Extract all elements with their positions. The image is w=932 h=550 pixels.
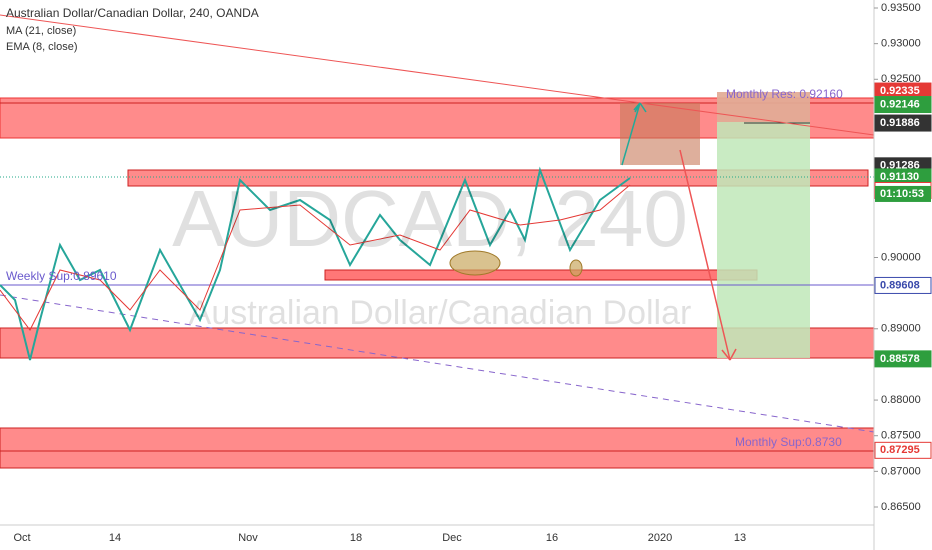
ma-line: [0, 184, 631, 331]
watermark-name: Australian Dollar/Canadian Dollar: [189, 294, 692, 332]
symbol: Australian Dollar/Canadian Dollar, 240, …: [6, 6, 259, 20]
price-tag: [874, 441, 932, 459]
projection-box: [620, 103, 700, 165]
support-zone: [324, 269, 758, 281]
annotation: Monthly Res: 0.92160: [726, 87, 843, 101]
price-tag-label: 0.92146: [880, 98, 920, 110]
price-label: 0.88000: [881, 394, 921, 406]
date-label: 14: [109, 532, 121, 544]
monthly-sup-zone: [0, 427, 875, 469]
price-tag-label: 0.92335: [880, 85, 920, 97]
price-tag-label: 0.88578: [880, 353, 920, 365]
price-label: 0.93500: [881, 2, 921, 14]
trend-line: [0, 14, 875, 136]
indicator: EMA (8, close): [6, 41, 78, 53]
price-label: 0.86500: [881, 501, 921, 513]
price-label: 0.87500: [881, 430, 921, 442]
zones: [0, 92, 875, 469]
price-axis: 0.93500 0.93000 0.92500 0.90000 0.89000 0.880…: [874, 2, 932, 513]
arrow-down: [679, 149, 737, 361]
price-tag: [874, 96, 932, 114]
target-box: [717, 92, 810, 358]
highlight: [449, 250, 501, 276]
price-label: 0.93000: [881, 38, 921, 50]
date-label: 2020: [648, 532, 672, 544]
price-path: [0, 166, 631, 361]
arrow-head: [633, 102, 647, 113]
highlight: [569, 259, 583, 277]
annotation: Weekly Sup:0.89610: [6, 269, 117, 283]
price-tag: [874, 114, 932, 132]
watermark-ticker: AUDCAD, 240: [172, 174, 688, 263]
date-label: Oct: [13, 532, 30, 544]
price-tag: [874, 350, 932, 368]
price-label: 0.89000: [881, 323, 921, 335]
date-label: 18: [350, 532, 362, 544]
price-label: 0.92500: [881, 73, 921, 85]
countdown-tag: [875, 185, 931, 202]
price-tag-label: 0.91886: [880, 117, 920, 129]
trend-line-dashed: [0, 294, 875, 433]
price-tag-label: 0.91130: [880, 171, 919, 183]
mid-zone: [127, 169, 869, 187]
indicator: MA (21, close): [6, 25, 76, 37]
price-tag-label: 0.89608: [880, 279, 920, 291]
price-tag-label: 0.87295: [880, 444, 920, 456]
date-label: Dec: [442, 532, 462, 544]
annotation: Monthly Sup:0.8730: [735, 435, 842, 449]
time-axis: Oct 14 Nov 18 Dec 16 2020 13: [13, 532, 746, 544]
stop-box: [717, 92, 810, 122]
date-label: 13: [734, 532, 746, 544]
price-tag: [874, 276, 932, 294]
price-label: 0.87000: [881, 465, 921, 477]
date-label: 16: [546, 532, 558, 544]
date-label: Nov: [238, 532, 258, 544]
price-label: 0.90000: [881, 251, 921, 263]
countdown: 01:10:53: [880, 188, 924, 200]
